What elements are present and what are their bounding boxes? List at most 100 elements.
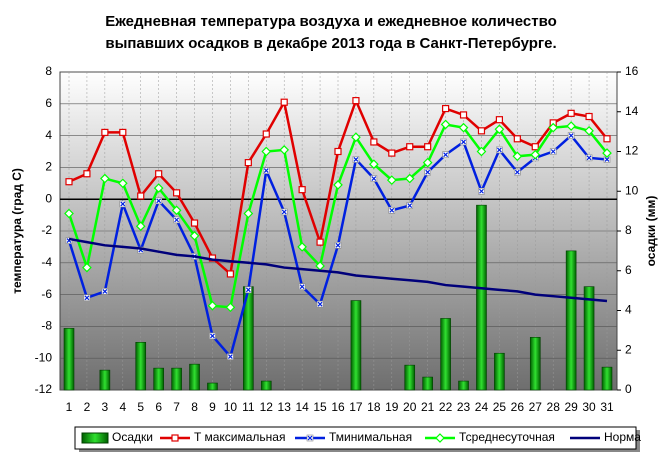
marker <box>548 122 559 133</box>
marker <box>459 111 468 119</box>
marker <box>424 143 432 151</box>
y2-tick-label: 6 <box>625 263 632 277</box>
x-tick-label: 9 <box>209 400 216 414</box>
marker <box>388 149 396 157</box>
x-tick-label: 19 <box>385 400 399 414</box>
marker <box>226 270 234 278</box>
legend <box>74 426 637 450</box>
x-tick-label: 24 <box>475 400 489 414</box>
marker <box>477 127 486 135</box>
legend-label: Осадки <box>112 430 153 444</box>
marker <box>316 238 324 246</box>
y2-axis-label: осадки (мм) <box>644 196 658 267</box>
marker <box>262 167 270 174</box>
marker <box>351 132 361 143</box>
legend-label: Тсреднесуточная <box>459 430 555 444</box>
marker <box>65 178 73 186</box>
bar <box>63 328 75 391</box>
marker <box>100 173 110 184</box>
chart-title: Ежедневная температура воздуха и ежеднев… <box>105 13 557 30</box>
y-tick-label: -2 <box>41 223 52 237</box>
marker <box>262 130 270 138</box>
x-tick-label: 12 <box>260 400 274 414</box>
y2-tick-label: 8 <box>625 223 632 237</box>
marker <box>227 353 234 360</box>
bar <box>135 341 147 391</box>
marker-x <box>443 152 449 158</box>
marker <box>171 205 182 216</box>
y-tick-label: -6 <box>41 287 52 301</box>
marker-x <box>156 198 162 204</box>
marker-x <box>227 354 233 360</box>
x-tick-label: 17 <box>349 400 363 414</box>
bar <box>601 366 613 391</box>
legend-swatch <box>81 432 109 444</box>
marker-x <box>317 301 323 307</box>
bar <box>99 369 111 391</box>
series-line <box>68 237 608 303</box>
marker <box>352 156 360 163</box>
marker-x <box>210 333 215 339</box>
y-tick-label: 0 <box>45 191 52 205</box>
marker <box>298 186 306 194</box>
marker <box>494 124 505 135</box>
x-tick-label: 8 <box>191 400 198 414</box>
marker <box>406 202 414 209</box>
bar <box>189 363 200 391</box>
x-tick-label: 27 <box>529 400 543 414</box>
y2-tick-label: 10 <box>625 183 639 197</box>
x-tick-label: 31 <box>600 400 614 414</box>
y-axis-label: температура (град С) <box>10 168 24 294</box>
marker <box>514 168 521 176</box>
marker <box>119 200 127 208</box>
marker <box>458 122 469 133</box>
marker-x <box>586 155 592 161</box>
marker <box>440 119 451 130</box>
marker <box>244 159 252 167</box>
marker-x <box>84 295 90 301</box>
marker <box>476 146 487 157</box>
marker-x <box>102 288 108 294</box>
marker <box>279 145 290 155</box>
marker-x <box>335 242 341 248</box>
bar <box>476 204 487 391</box>
x-tick-label: 4 <box>119 400 126 414</box>
marker <box>352 97 360 105</box>
x-tick-label: 20 <box>403 400 417 414</box>
marker <box>567 109 575 117</box>
bar <box>350 300 362 391</box>
marker-x <box>299 284 305 290</box>
y-tick-label: 4 <box>45 128 52 142</box>
marker <box>442 151 449 158</box>
marker <box>306 434 314 442</box>
marker-x <box>371 176 377 181</box>
x-tick-label: 13 <box>278 400 292 414</box>
marker <box>442 104 450 113</box>
marker-x <box>353 157 359 162</box>
marker <box>370 138 378 146</box>
bar <box>494 352 505 391</box>
bar <box>260 380 272 391</box>
marker <box>584 125 594 136</box>
legend-label: T максимальная <box>194 430 285 444</box>
marker-x <box>425 169 431 175</box>
y-tick-label: 8 <box>45 64 52 78</box>
x-tick-label: 21 <box>421 400 435 414</box>
marker <box>513 135 521 143</box>
x-tick-label: 23 <box>457 400 471 414</box>
marker-x <box>174 217 180 223</box>
marker <box>261 146 272 157</box>
marker-x <box>479 188 484 194</box>
marker <box>83 170 91 178</box>
x-tick-label: 22 <box>439 400 453 414</box>
marker <box>64 208 74 219</box>
marker <box>171 434 179 442</box>
x-tick-label: 16 <box>331 400 345 414</box>
marker <box>424 168 431 176</box>
marker-x <box>496 147 502 153</box>
bar <box>153 367 164 391</box>
marker <box>603 135 611 143</box>
marker-x <box>514 169 520 175</box>
marker-x <box>568 133 574 139</box>
marker <box>117 178 128 189</box>
